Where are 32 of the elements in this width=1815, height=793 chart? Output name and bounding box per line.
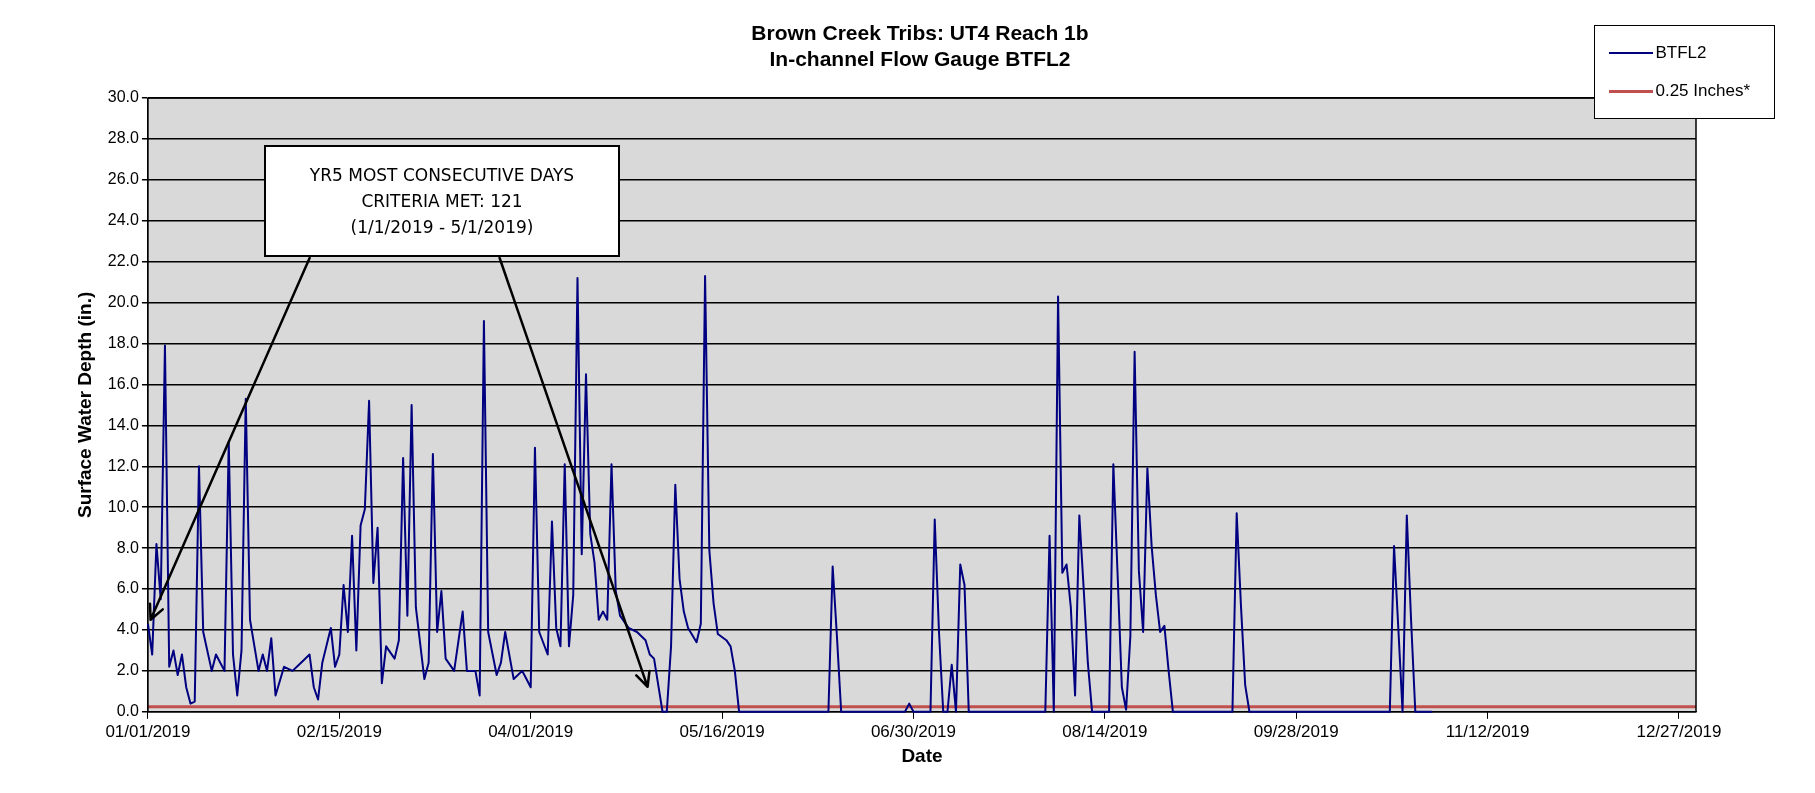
y-tick-label: 16.0 — [107, 374, 140, 392]
x-tick-label: 02/15/2019 — [296, 721, 382, 741]
chart-subtitle: In-channel Flow Gauge BTFL2 — [768, 46, 1072, 72]
y-tick-label: 24.0 — [107, 211, 140, 229]
x-axis-title: Date — [901, 744, 943, 766]
x-tick-label: 09/28/2019 — [1253, 721, 1339, 741]
x-tick-label: 05/16/2019 — [679, 721, 765, 741]
x-tick-label: 11/12/2019 — [1445, 721, 1530, 741]
y-tick-label: 30.0 — [107, 88, 140, 106]
x-tick-label: 01/01/2019 — [105, 721, 191, 741]
callout-box: YR5 MOST CONSECUTIVE DAYS CRITERIA MET: 121 (1/1/2019 - 5/1/2019) — [264, 145, 620, 257]
chart-title: Brown Creek Tribs: UT4 Reach 1b — [750, 20, 1090, 46]
y-tick-label: 20.0 — [107, 293, 140, 311]
y-tick-label: 22.0 — [107, 252, 140, 270]
y-tick-label: 26.0 — [107, 170, 140, 188]
y-tick-label: 18.0 — [107, 333, 140, 351]
y-tick-label: 4.0 — [116, 620, 140, 638]
y-tick-label: 28.0 — [107, 129, 140, 147]
legend-label: 0.25 Inches* — [1655, 81, 1750, 101]
y-axis-title: Surface Water Depth (in.) — [73, 291, 95, 519]
y-tick-label: 6.0 — [116, 579, 140, 597]
x-tick-label: 04/01/2019 — [488, 721, 574, 741]
x-tick-label: 08/14/2019 — [1062, 721, 1148, 741]
x-tick-label: 06/30/2019 — [870, 721, 957, 741]
y-tick-label: 0.0 — [116, 702, 140, 720]
y-tick-label: 8.0 — [116, 538, 140, 556]
y-tick-label: 10.0 — [107, 497, 140, 515]
x-tick-label: 12/27/2019 — [1636, 721, 1722, 741]
y-tick-label: 14.0 — [107, 415, 140, 433]
y-tick-label: 12.0 — [107, 456, 140, 474]
legend-label: BTFL2 — [1655, 43, 1707, 63]
y-tick-label: 2.0 — [116, 661, 140, 679]
